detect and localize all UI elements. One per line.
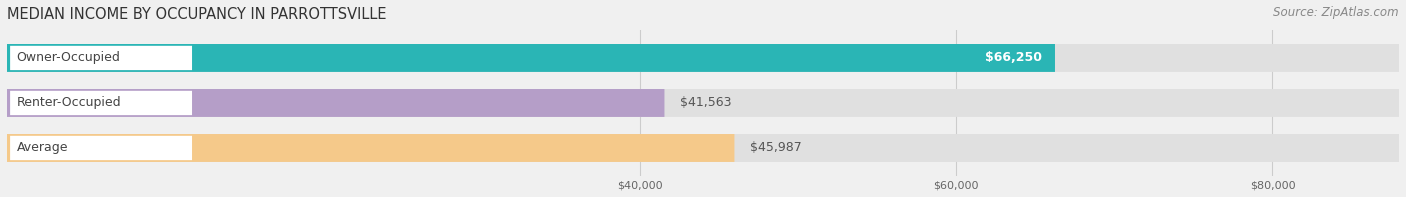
Text: $41,563: $41,563 bbox=[681, 97, 731, 110]
FancyBboxPatch shape bbox=[10, 46, 193, 70]
FancyBboxPatch shape bbox=[7, 89, 665, 117]
FancyBboxPatch shape bbox=[10, 136, 193, 160]
FancyBboxPatch shape bbox=[7, 89, 1399, 117]
Text: Renter-Occupied: Renter-Occupied bbox=[17, 97, 121, 110]
FancyBboxPatch shape bbox=[7, 44, 1054, 72]
Text: Owner-Occupied: Owner-Occupied bbox=[17, 51, 121, 64]
Text: MEDIAN INCOME BY OCCUPANCY IN PARROTTSVILLE: MEDIAN INCOME BY OCCUPANCY IN PARROTTSVI… bbox=[7, 7, 387, 22]
Text: Average: Average bbox=[17, 141, 67, 154]
Text: $66,250: $66,250 bbox=[986, 51, 1042, 64]
FancyBboxPatch shape bbox=[10, 91, 193, 115]
FancyBboxPatch shape bbox=[7, 44, 1399, 72]
Text: Source: ZipAtlas.com: Source: ZipAtlas.com bbox=[1274, 6, 1399, 19]
Text: $45,987: $45,987 bbox=[751, 141, 801, 154]
FancyBboxPatch shape bbox=[7, 134, 1399, 162]
FancyBboxPatch shape bbox=[7, 134, 734, 162]
